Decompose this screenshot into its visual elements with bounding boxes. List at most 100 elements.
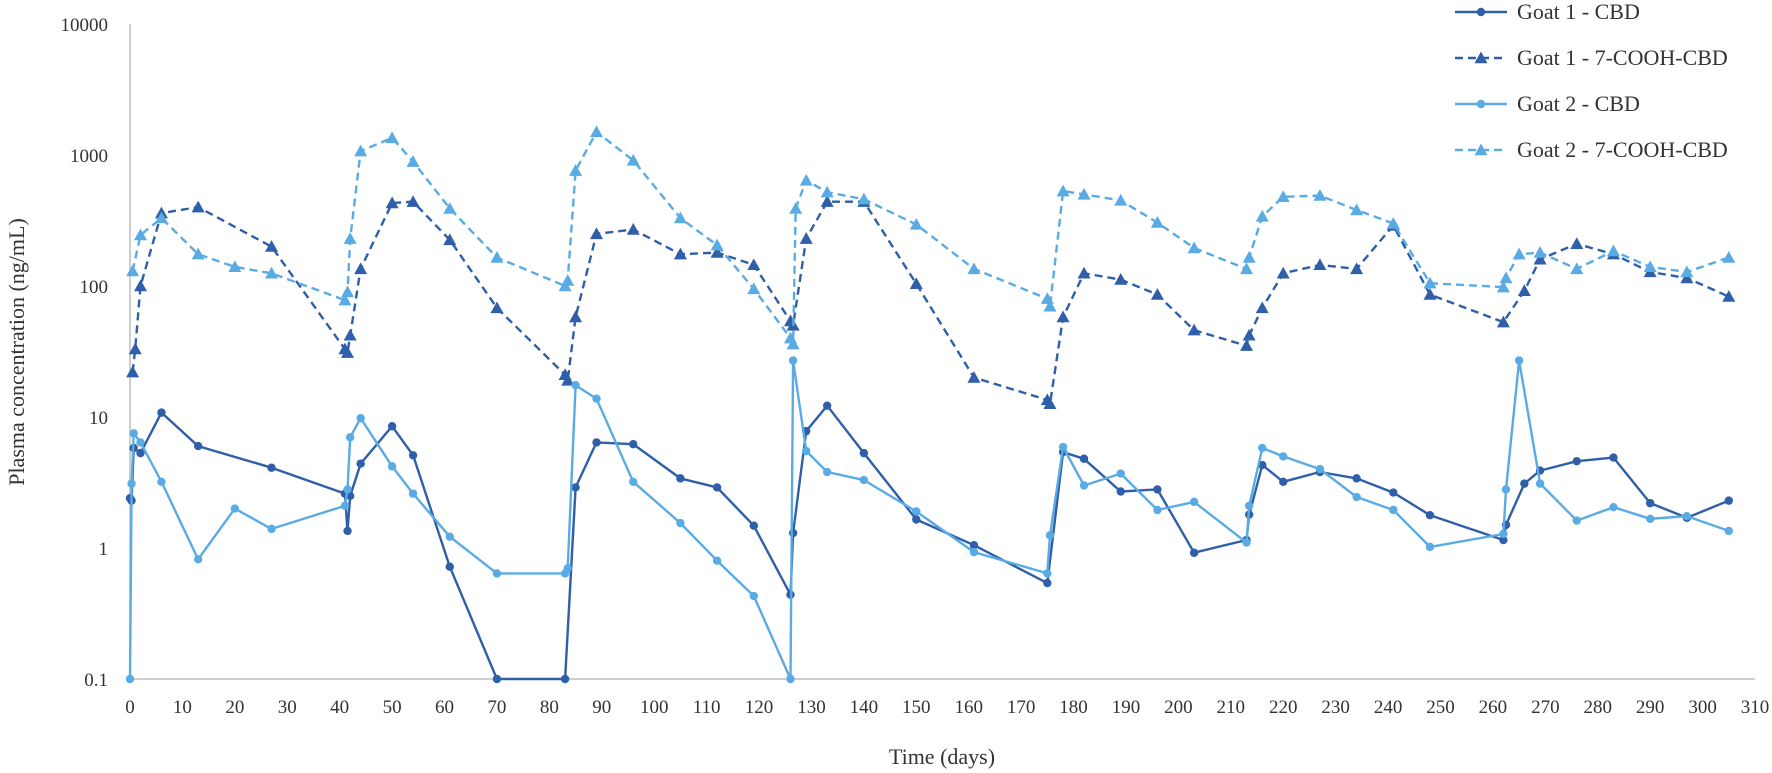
data-point xyxy=(136,448,145,458)
legend-marker xyxy=(1474,51,1488,64)
data-point xyxy=(1242,538,1251,547)
data-point xyxy=(802,446,811,456)
series-3 xyxy=(125,356,1733,684)
x-tick-label: 130 xyxy=(797,697,826,718)
data-point xyxy=(354,262,368,275)
data-point xyxy=(1520,479,1529,488)
data-point xyxy=(1533,246,1547,258)
data-point xyxy=(1501,485,1511,494)
data-point xyxy=(749,591,758,601)
data-point xyxy=(408,489,418,498)
data-point xyxy=(385,196,399,209)
data-point xyxy=(712,483,722,492)
axes xyxy=(129,24,1755,680)
data-point xyxy=(126,365,140,378)
data-point xyxy=(1572,456,1581,466)
data-point xyxy=(1645,514,1655,524)
legend-label: Goat 1 - 7-COOH-CBD xyxy=(1517,45,1728,70)
data-point xyxy=(909,277,923,289)
data-point xyxy=(1386,216,1400,229)
data-point xyxy=(267,463,276,472)
data-point xyxy=(747,282,761,295)
data-point xyxy=(1279,452,1288,461)
data-point xyxy=(590,227,604,240)
data-point xyxy=(343,328,357,341)
x-tick-label: 70 xyxy=(487,697,506,718)
data-point xyxy=(191,247,205,260)
x-axis-title: Time (days) xyxy=(889,744,995,769)
series-line xyxy=(131,130,1730,346)
x-tick-label: 20 xyxy=(225,697,244,718)
data-point xyxy=(1389,488,1398,497)
data-point xyxy=(1240,262,1254,275)
data-point xyxy=(676,474,685,483)
data-point xyxy=(1533,252,1547,265)
y-tick-label: 10000 xyxy=(61,15,109,36)
data-point xyxy=(387,422,397,431)
data-point xyxy=(1116,469,1125,478)
data-point xyxy=(1425,510,1435,520)
x-tick-label: 300 xyxy=(1688,697,1717,718)
series-line xyxy=(128,359,1730,681)
y-axis-title: Plasma concentration (ng/mL) xyxy=(4,218,29,486)
x-tick-label: 30 xyxy=(278,697,297,718)
data-point xyxy=(492,674,502,684)
data-point xyxy=(1244,501,1254,510)
data-point xyxy=(1499,271,1513,284)
x-tick-label: 150 xyxy=(902,697,931,718)
data-point xyxy=(1043,578,1052,588)
data-point xyxy=(1722,290,1736,302)
data-point xyxy=(338,293,352,306)
data-point xyxy=(1389,505,1398,515)
legend-label: Goat 1 - CBD xyxy=(1517,0,1640,24)
data-point xyxy=(1499,535,1508,545)
data-point xyxy=(157,477,166,487)
data-point xyxy=(786,674,795,684)
data-point xyxy=(354,144,368,157)
data-point xyxy=(1313,189,1327,201)
data-point xyxy=(629,439,638,449)
series-4 xyxy=(126,125,1736,350)
data-point xyxy=(356,459,365,468)
x-tick-label: 290 xyxy=(1636,697,1665,718)
data-point xyxy=(125,674,135,684)
data-point xyxy=(490,301,504,314)
data-point xyxy=(1512,247,1526,260)
legend-label: Goat 2 - CBD xyxy=(1517,91,1640,116)
data-point xyxy=(443,202,457,214)
data-point xyxy=(859,448,869,458)
data-point xyxy=(1114,193,1128,206)
data-point xyxy=(799,232,813,244)
data-point xyxy=(561,274,575,286)
data-point xyxy=(228,260,242,273)
data-point xyxy=(859,475,869,485)
data-point xyxy=(492,569,502,578)
series-2 xyxy=(126,195,1736,410)
data-point xyxy=(563,564,572,573)
series-group xyxy=(125,125,1736,684)
data-point xyxy=(1043,397,1057,410)
data-point xyxy=(571,483,580,492)
data-point xyxy=(1680,265,1694,278)
data-point xyxy=(1045,531,1055,540)
data-point xyxy=(1077,266,1091,279)
data-point xyxy=(1079,454,1089,463)
data-point xyxy=(822,401,832,410)
data-point xyxy=(1077,187,1091,200)
data-point xyxy=(1258,460,1267,470)
x-tick-label: 210 xyxy=(1217,697,1246,718)
data-point xyxy=(1276,190,1290,202)
x-tick-label: 50 xyxy=(383,697,402,718)
y-tick-label: 1 xyxy=(99,539,109,560)
y-tick-label: 10 xyxy=(89,408,108,429)
data-point xyxy=(1315,464,1325,474)
data-point xyxy=(385,131,399,144)
data-point xyxy=(1150,288,1164,300)
data-point xyxy=(1572,516,1581,525)
data-point xyxy=(788,528,798,538)
data-point xyxy=(1425,542,1435,552)
data-point xyxy=(629,477,638,487)
x-tick-label: 180 xyxy=(1059,697,1088,718)
x-tick-label: 80 xyxy=(540,697,559,718)
data-point xyxy=(490,251,504,263)
